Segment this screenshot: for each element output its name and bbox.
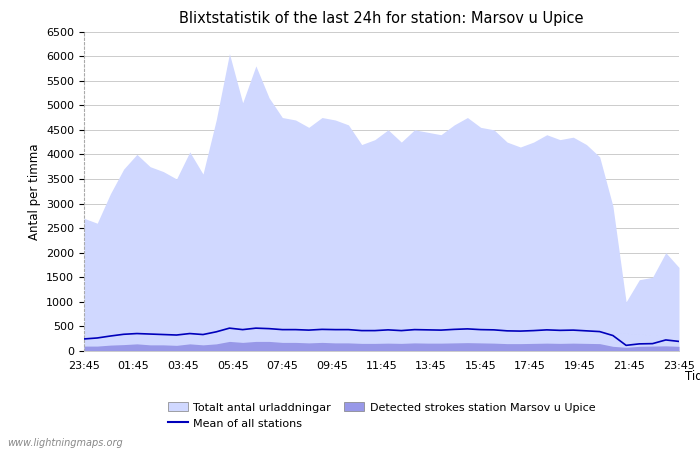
Y-axis label: Antal per timma: Antal per timma xyxy=(27,143,41,239)
Text: www.lightningmaps.org: www.lightningmaps.org xyxy=(7,438,122,448)
Legend: Totalt antal urladdningar, Mean of all stations, Detected strokes station Marsov: Totalt antal urladdningar, Mean of all s… xyxy=(167,402,596,428)
Title: Blixtstatistik of the last 24h for station: Marsov u Upice: Blixtstatistik of the last 24h for stati… xyxy=(179,11,584,26)
Text: Tid: Tid xyxy=(685,370,700,383)
